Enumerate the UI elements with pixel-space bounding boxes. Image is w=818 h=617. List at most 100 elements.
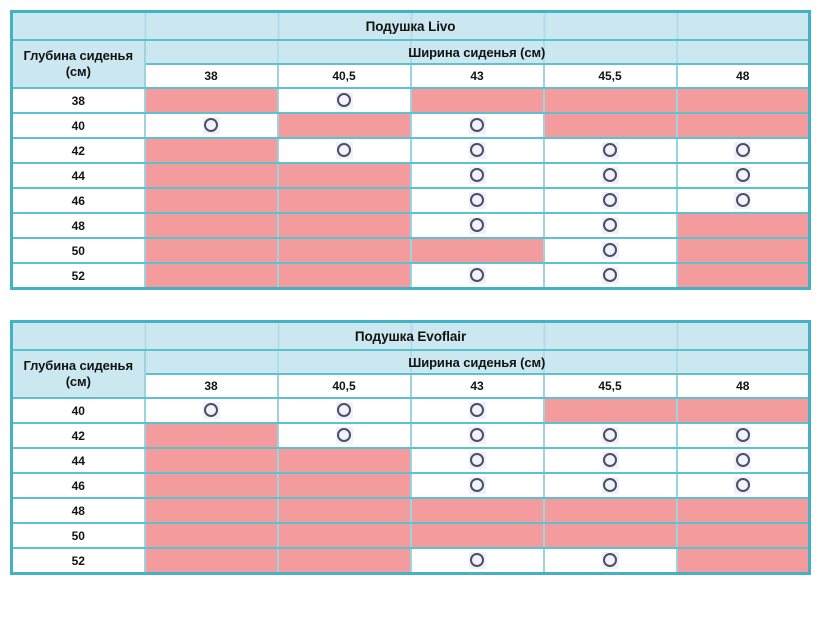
cell-available (675, 447, 811, 474)
available-mark (335, 426, 353, 444)
cell-unavailable (276, 112, 412, 139)
cell-unavailable (276, 212, 412, 239)
table-row: 38 (10, 87, 811, 114)
cell-unavailable (276, 262, 412, 290)
available-mark (601, 216, 619, 234)
table-header-row: Глубина сиденья (см) Ширина сиденья (см) (10, 39, 811, 89)
cell-unavailable (143, 87, 279, 114)
available-mark (601, 241, 619, 259)
width-value: 45,5 (542, 373, 678, 399)
cell-unavailable (276, 522, 412, 549)
cell-available (143, 112, 279, 139)
available-mark (601, 426, 619, 444)
cell-available (542, 137, 678, 164)
table-row: 48 (10, 497, 811, 524)
cell-unavailable (276, 162, 412, 189)
depth-value: 46 (10, 472, 146, 499)
table-row: 46 (10, 472, 811, 499)
available-mark (734, 141, 752, 159)
width-header: Ширина сиденья (см) (143, 39, 811, 65)
available-mark (468, 551, 486, 569)
available-mark (601, 191, 619, 209)
available-circle-icon (337, 143, 351, 158)
cell-available (675, 137, 811, 164)
width-value: 38 (143, 373, 279, 399)
depth-value: 42 (10, 422, 146, 449)
available-circle-icon (603, 428, 617, 443)
available-mark (601, 266, 619, 284)
cell-available (409, 212, 545, 239)
cell-available (542, 547, 678, 575)
table-row: 42 (10, 137, 811, 164)
cell-available (409, 187, 545, 214)
cell-available (675, 472, 811, 499)
cell-unavailable (542, 522, 678, 549)
available-mark (468, 266, 486, 284)
cell-available (409, 262, 545, 290)
cell-unavailable (542, 397, 678, 424)
available-circle-icon (337, 93, 351, 108)
cell-unavailable (675, 112, 811, 139)
cell-available (276, 87, 412, 114)
cell-available (542, 237, 678, 264)
table-row: 52 (10, 262, 811, 290)
available-circle-icon (735, 168, 750, 183)
cell-available (542, 262, 678, 290)
available-circle-icon (603, 218, 617, 233)
available-mark (202, 401, 220, 419)
available-mark (335, 401, 353, 419)
width-header: Ширина сиденья (см) (143, 349, 811, 375)
cell-unavailable (143, 162, 279, 189)
table-row: 42 (10, 422, 811, 449)
table-title-row: Подушка Evoflair (10, 320, 811, 351)
livo-table: Подушка Livo Глубина сиденья (см) Ширина… (10, 10, 812, 290)
evoflair-table: Подушка Evoflair Глубина сиденья (см) Ши… (10, 320, 812, 575)
table-row: 40 (10, 112, 811, 139)
available-mark (734, 166, 752, 184)
depth-value: 38 (10, 87, 146, 114)
depth-value: 40 (10, 112, 146, 139)
cell-unavailable (143, 262, 279, 290)
available-mark (601, 141, 619, 159)
table-row: 48 (10, 212, 811, 239)
cell-available (542, 212, 678, 239)
available-circle-icon (603, 268, 617, 283)
width-value: 38 (143, 63, 279, 89)
available-mark (202, 116, 220, 134)
available-circle-icon (603, 478, 617, 493)
available-mark (468, 166, 486, 184)
cell-unavailable (675, 262, 811, 290)
cell-unavailable (409, 497, 545, 524)
available-mark (468, 476, 486, 494)
cell-unavailable (276, 187, 412, 214)
cell-available (542, 187, 678, 214)
available-mark (734, 451, 752, 469)
cell-unavailable (143, 137, 279, 164)
available-mark (734, 191, 752, 209)
depth-value: 48 (10, 212, 146, 239)
available-mark (468, 216, 486, 234)
available-circle-icon (470, 453, 484, 468)
depth-value: 46 (10, 187, 146, 214)
available-mark (468, 141, 486, 159)
available-circle-icon (470, 168, 484, 183)
cell-available (409, 472, 545, 499)
cell-available (675, 187, 811, 214)
table-title: Подушка Livo (10, 10, 811, 41)
available-circle-icon (470, 193, 484, 208)
available-circle-icon (603, 143, 617, 158)
width-value: 48 (675, 63, 811, 89)
width-value: 40,5 (276, 63, 412, 89)
cell-unavailable (143, 472, 279, 499)
cell-available (409, 547, 545, 575)
depth-value: 50 (10, 522, 146, 549)
cell-available (675, 162, 811, 189)
cell-unavailable (675, 237, 811, 264)
width-value: 48 (675, 373, 811, 399)
available-circle-icon (603, 243, 617, 258)
depth-value: 48 (10, 497, 146, 524)
cell-unavailable (276, 497, 412, 524)
available-circle-icon (470, 428, 484, 443)
cell-available (409, 447, 545, 474)
available-mark (335, 141, 353, 159)
